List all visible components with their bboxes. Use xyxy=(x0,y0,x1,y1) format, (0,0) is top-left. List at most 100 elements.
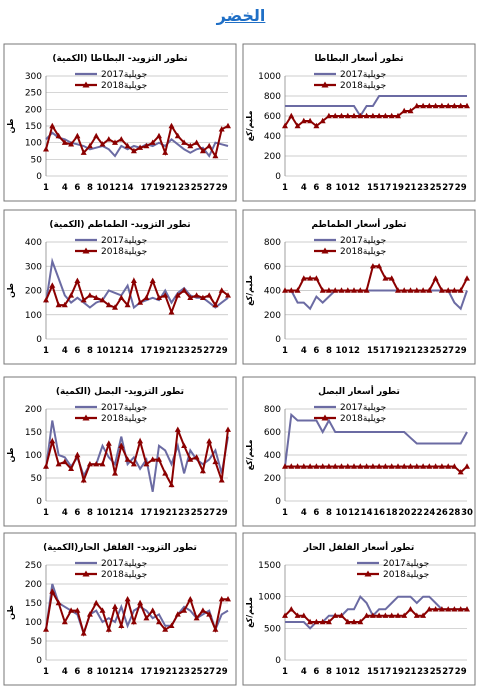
x-tick-label: 16 xyxy=(373,508,385,518)
chart-frame xyxy=(242,209,476,365)
data-point xyxy=(168,309,175,315)
x-tick-label: 25 xyxy=(430,346,442,356)
data-point xyxy=(300,117,307,124)
y-tick-label: 100 xyxy=(25,451,42,461)
data-point xyxy=(43,297,49,303)
data-point xyxy=(124,456,131,462)
data-point xyxy=(432,275,439,281)
chart-title: تطور التزويد- البطاطا (الكمية) xyxy=(52,54,187,64)
y-tick-label: 50 xyxy=(31,637,43,647)
data-point xyxy=(99,297,106,303)
data-point xyxy=(376,612,383,618)
data-point xyxy=(432,102,439,109)
data-point xyxy=(112,470,118,476)
data-point xyxy=(388,275,395,281)
y-tick-label: 1000 xyxy=(258,593,281,603)
data-point xyxy=(357,112,364,119)
data-point xyxy=(438,463,445,469)
data-point xyxy=(338,463,345,469)
data-point xyxy=(382,612,389,618)
x-tick-label: 1 xyxy=(282,508,288,518)
legend-marker xyxy=(82,414,90,421)
data-point xyxy=(363,112,370,119)
data-point xyxy=(118,294,125,300)
legend-label: جويلية2018 xyxy=(383,570,429,580)
x-tick-label: 12 xyxy=(109,346,121,356)
data-point xyxy=(61,618,68,625)
data-point xyxy=(282,612,288,618)
x-tick-label: 22 xyxy=(411,508,423,518)
x-tick-label: 19 xyxy=(153,667,165,677)
data-point xyxy=(137,599,144,606)
data-point xyxy=(55,461,62,467)
data-point xyxy=(382,112,389,119)
data-point xyxy=(445,463,452,469)
legend-label: جويلية2018 xyxy=(340,247,386,257)
x-tick-label: 23 xyxy=(417,667,429,677)
data-point xyxy=(413,287,420,293)
data-point xyxy=(363,612,370,618)
data-point xyxy=(112,139,118,145)
data-point xyxy=(206,142,213,149)
x-tick-label: 1 xyxy=(282,667,288,677)
data-point xyxy=(300,463,307,469)
x-tick-label: 19 xyxy=(153,346,165,356)
data-point xyxy=(325,287,332,293)
data-point xyxy=(288,463,295,469)
x-tick-label: 21 xyxy=(405,346,417,356)
data-point xyxy=(282,463,288,469)
data-point xyxy=(137,438,144,444)
data-point xyxy=(99,141,106,147)
data-point xyxy=(369,612,376,618)
legend-label: جويلية2017 xyxy=(101,559,147,569)
y-tick-label: 0 xyxy=(275,172,281,182)
data-point xyxy=(156,618,162,625)
y-tick-label: 100 xyxy=(25,139,42,149)
y-tick-label: 600 xyxy=(264,112,281,122)
x-tick-label: 19 xyxy=(392,183,404,193)
x-tick-label: 15 xyxy=(367,346,379,356)
data-point xyxy=(344,287,351,293)
legend-label: جويلية2017 xyxy=(383,559,429,569)
data-point xyxy=(413,102,420,109)
legend-label: جويلية2018 xyxy=(101,570,147,580)
x-tick-label: 25 xyxy=(191,667,203,677)
data-point xyxy=(294,463,301,469)
data-point xyxy=(199,294,206,300)
x-tick-label: 1 xyxy=(43,346,49,356)
y-tick-label: 800 xyxy=(264,405,281,415)
y-tick-label: 200 xyxy=(264,474,281,484)
x-tick-label: 4 xyxy=(301,667,307,677)
data-point xyxy=(149,277,156,283)
data-point xyxy=(212,152,219,159)
series-line xyxy=(285,289,468,311)
data-point xyxy=(426,287,433,293)
x-tick-label: 1 xyxy=(43,183,49,193)
x-tick-label: 10 xyxy=(336,667,348,677)
x-tick-label: 12 xyxy=(109,183,121,193)
data-point xyxy=(124,596,131,602)
series-line xyxy=(45,257,229,310)
data-point xyxy=(395,112,401,119)
data-point xyxy=(168,122,175,129)
x-tick-label: 21 xyxy=(166,667,178,677)
data-point xyxy=(420,287,427,293)
data-point xyxy=(61,139,68,145)
data-point xyxy=(457,606,464,612)
chart-title: تطور أسعار الطماطم xyxy=(312,218,407,230)
x-tick-label: 10 xyxy=(336,183,348,193)
y-tick-label: 0 xyxy=(275,497,281,507)
x-tick-label: 6 xyxy=(313,508,319,518)
data-point xyxy=(451,287,458,293)
x-tick-label: 8 xyxy=(87,667,93,677)
data-point xyxy=(388,612,395,618)
y-tick-label: 600 xyxy=(264,428,281,438)
page-title: الخضر xyxy=(216,6,266,25)
data-point xyxy=(357,618,364,625)
data-point xyxy=(112,304,118,310)
x-tick-label: 10 xyxy=(97,508,109,518)
data-point xyxy=(130,277,137,283)
data-point xyxy=(181,442,188,448)
y-tick-label: 0 xyxy=(36,335,42,345)
data-point xyxy=(357,463,364,469)
